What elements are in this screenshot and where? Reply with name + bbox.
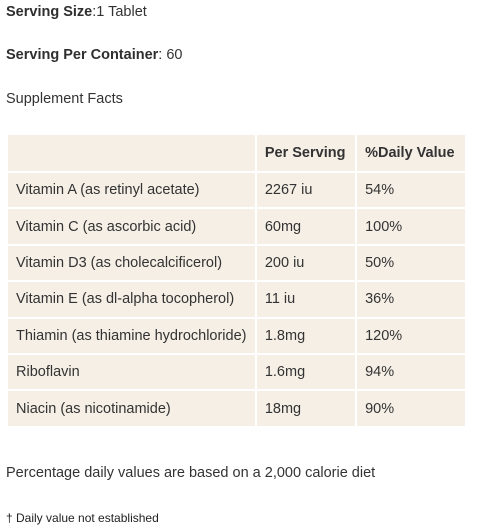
per-serving-value: 1.6mg bbox=[254, 352, 358, 392]
table-row: Vitamin D3 (as cholecalcificerol) 200 iu… bbox=[6, 243, 467, 283]
daily-value: 100% bbox=[355, 207, 467, 246]
table-row: Vitamin A (as retinyl acetate) 2267 iu 5… bbox=[6, 170, 467, 210]
daily-value: 54% bbox=[355, 170, 467, 210]
table-row: Vitamin E (as dl-alpha tocopherol) 11 iu… bbox=[6, 280, 467, 319]
nutrient-name: Niacin (as nicotinamide) bbox=[6, 389, 257, 428]
nutrient-name: Vitamin C (as ascorbic acid) bbox=[6, 207, 257, 246]
nutrient-name: Thiamin (as thiamine hydrochloride) bbox=[6, 316, 257, 355]
header-daily-value: %Daily Value bbox=[355, 133, 467, 173]
per-serving-value: 18mg bbox=[254, 389, 358, 428]
serving-size: Serving Size:1 Tablet bbox=[6, 3, 147, 21]
serving-size-value: :1 Tablet bbox=[92, 4, 147, 20]
per-serving-value: 2267 iu bbox=[254, 170, 358, 210]
percent-daily-note: Percentage daily values are based on a 2… bbox=[6, 465, 376, 481]
daily-value: 36% bbox=[355, 280, 467, 319]
supplement-facts-heading: Supplement Facts bbox=[6, 91, 123, 107]
serving-per-container-label: Serving Per Container bbox=[6, 47, 159, 63]
per-serving-value: 11 iu bbox=[254, 280, 358, 319]
serving-per-container: Serving Per Container: 60 bbox=[6, 46, 182, 64]
nutrient-name: Vitamin D3 (as cholecalcificerol) bbox=[6, 243, 257, 283]
table-row: Niacin (as nicotinamide) 18mg 90% bbox=[6, 389, 467, 428]
serving-per-container-value: : 60 bbox=[158, 47, 183, 63]
table-row: Thiamin (as thiamine hydrochloride) 1.8m… bbox=[6, 316, 467, 355]
table-header-row: Per Serving %Daily Value bbox=[6, 133, 467, 173]
daily-value: 94% bbox=[355, 352, 467, 392]
daily-value: 90% bbox=[355, 389, 467, 428]
header-per-serving: Per Serving bbox=[254, 133, 358, 173]
daily-value: 120% bbox=[355, 316, 467, 355]
nutrient-name: Vitamin A (as retinyl acetate) bbox=[6, 170, 257, 210]
per-serving-value: 60mg bbox=[254, 207, 358, 246]
header-nutrient bbox=[6, 133, 257, 173]
supplement-facts-table: Per Serving %Daily Value Vitamin A (as r… bbox=[6, 133, 467, 428]
nutrient-name: Riboflavin bbox=[6, 352, 257, 392]
table-row: Vitamin C (as ascorbic acid) 60mg 100% bbox=[6, 207, 467, 246]
serving-size-label: Serving Size bbox=[6, 4, 93, 20]
table-row: Riboflavin 1.6mg 94% bbox=[6, 352, 467, 392]
per-serving-value: 1.8mg bbox=[254, 316, 358, 355]
per-serving-value: 200 iu bbox=[254, 243, 358, 283]
dagger-footnote: † Daily value not established bbox=[6, 511, 159, 525]
daily-value: 50% bbox=[355, 243, 467, 283]
nutrient-name: Vitamin E (as dl-alpha tocopherol) bbox=[6, 280, 257, 319]
